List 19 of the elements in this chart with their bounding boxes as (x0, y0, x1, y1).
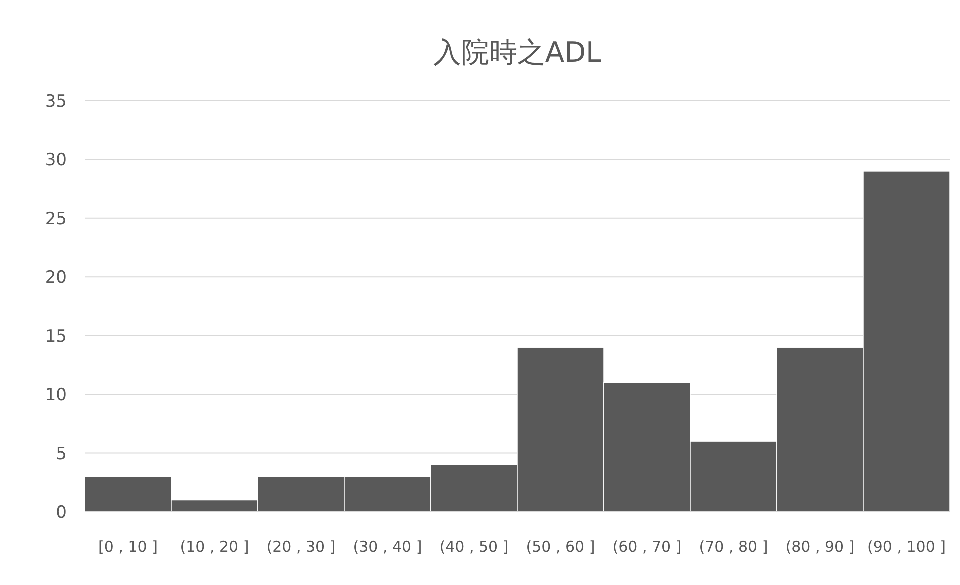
x-tick-label: (40 , 50 ] (440, 538, 509, 556)
x-tick-label: (50 , 60 ] (526, 538, 596, 556)
x-tick-label: [0 , 10 ] (98, 538, 158, 556)
x-tick-label: (20 , 30 ] (266, 538, 336, 556)
y-tick-label: 5 (56, 444, 67, 464)
y-tick-label: 10 (45, 386, 67, 406)
y-tick-label: 30 (45, 150, 67, 171)
x-tick-label: (60 , 70 ] (612, 538, 682, 556)
y-tick-label: 0 (56, 503, 67, 523)
x-tick-label: (70 , 80 ] (699, 538, 768, 556)
y-tick-label: 35 (45, 92, 67, 112)
y-tick-label: 25 (45, 209, 67, 230)
chart-title: 入院時之ADL (433, 36, 602, 69)
x-tick-label: (80 , 90 ] (786, 538, 855, 556)
x-tick-label: (90 , 100 ] (868, 538, 946, 556)
y-tick-label: 15 (45, 326, 67, 347)
y-tick-label: 20 (45, 268, 67, 288)
x-tick-label: (10 , 20 ] (180, 538, 250, 556)
x-tick-label: (30 , 40 ] (353, 538, 422, 556)
